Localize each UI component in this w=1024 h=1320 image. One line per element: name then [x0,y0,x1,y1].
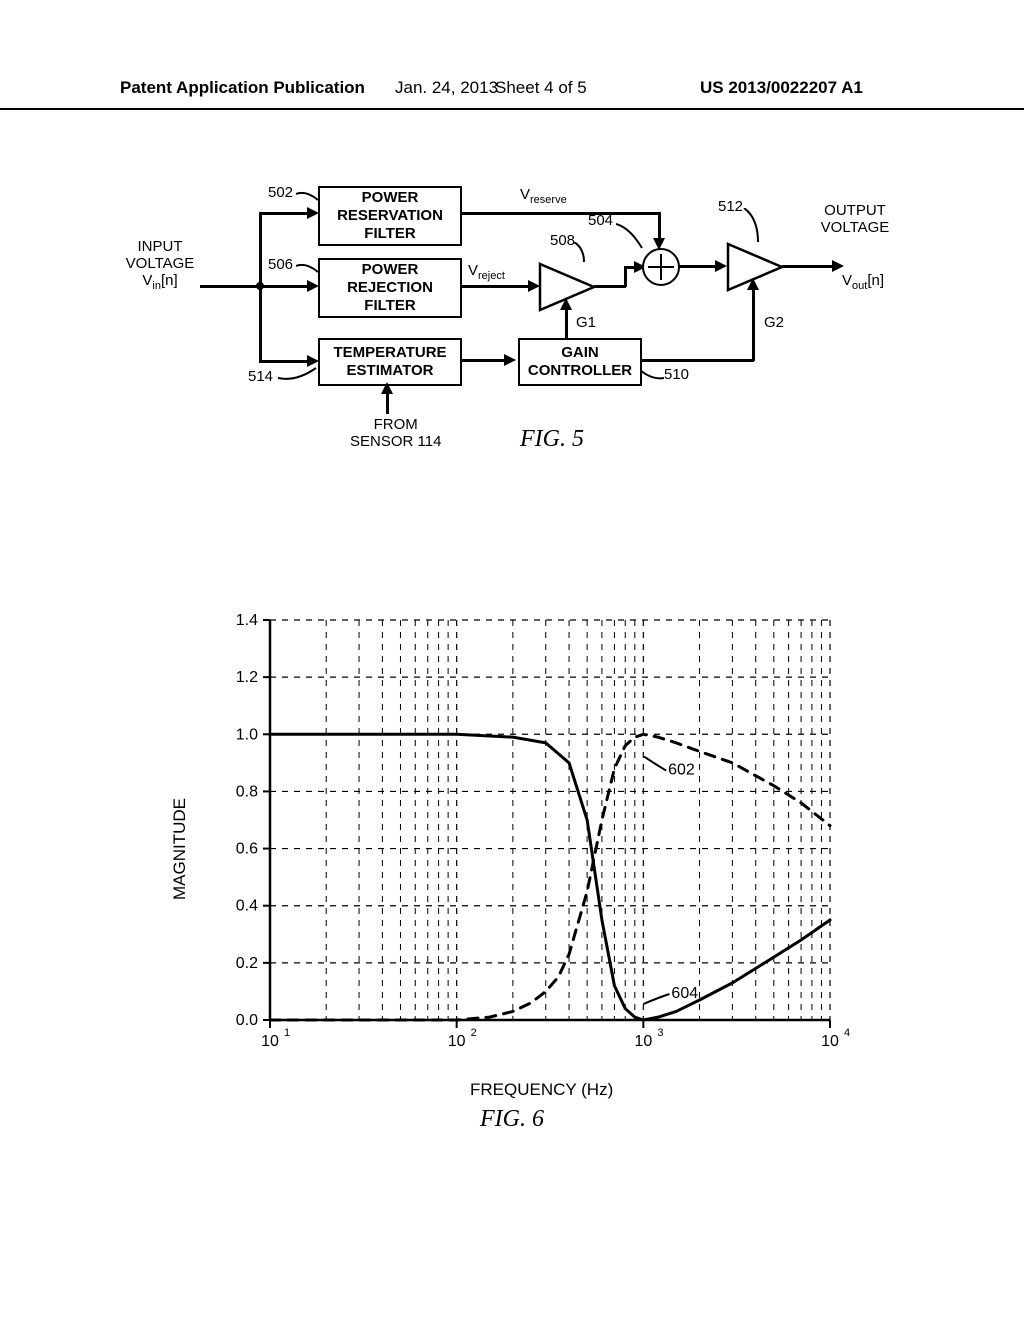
wire [460,359,506,362]
output-label-1: OUTPUT [824,202,886,219]
svg-text:3: 3 [657,1027,663,1039]
svg-text:10: 10 [448,1033,466,1050]
leader-line [278,366,318,382]
leader-line [572,242,592,264]
svg-text:1.2: 1.2 [236,669,258,686]
wire [565,308,568,338]
leader-line [296,262,320,276]
fig5-caption: FIG. 5 [520,426,584,453]
wire [259,360,309,363]
wire [460,212,660,215]
page-header: Patent Application Publication Jan. 24, … [0,78,1024,110]
xlabel: FREQUENCY (Hz) [470,1080,613,1100]
wire [752,288,755,361]
box-gain-controller: GAIN CONTROLLER [518,338,642,386]
svg-text:1.0: 1.0 [236,726,258,743]
g2-label: G2 [764,314,784,331]
vin-symbol: Vin[n] [142,272,177,289]
ref-506: 506 [268,256,293,273]
svg-text:10: 10 [634,1033,652,1050]
svg-text:1.4: 1.4 [236,612,258,629]
svg-text:0.8: 0.8 [236,783,258,800]
ref-504: 504 [588,212,613,229]
vout-symbol: Vout[n] [842,272,884,292]
wire [782,265,834,268]
box-power-reservation: POWER RESERVATION FILTER [318,186,462,246]
header-left: Patent Application Publication [120,78,365,98]
leader-line [742,208,766,244]
svg-text:604: 604 [671,985,698,1002]
vreject-label: Vreject [468,262,505,282]
wire [640,359,754,362]
input-label-1: INPUT [138,238,183,255]
chart-svg: 0.0 0.2 0.4 0.6 0.8 1.0 1.2 1.4 10 1 10 2 10 3 10 4 602 6… [200,600,850,1080]
svg-text:10: 10 [261,1033,279,1050]
wire [624,268,627,287]
wire [679,265,717,268]
summing-junction [642,248,680,286]
box-temperature-estimator: TEMPERATURE ESTIMATOR [318,338,462,386]
leader-line [640,368,666,382]
svg-text:0.6: 0.6 [236,841,258,858]
box-power-rejection: POWER REJECTION FILTER [318,258,462,318]
wire [259,285,309,288]
input-label: INPUT VOLTAGE Vin[n] [120,238,200,292]
svg-text:2: 2 [471,1027,477,1039]
wire [460,285,530,288]
output-label: OUTPUT VOLTAGE [810,202,900,236]
header-docno: US 2013/0022207 A1 [700,78,863,98]
header-sheet: Sheet 4 of 5 [495,78,587,98]
arrowhead-icon [747,278,759,290]
ylabel: MAGNITUDE [170,798,190,900]
fig6-chart: MAGNITUDE 0.00.20.40.60.81.01.21.4101102… [200,600,850,1140]
arrowhead-icon [504,354,516,366]
svg-text:4: 4 [844,1027,850,1039]
g1-label: G1 [576,314,596,331]
input-label-2: VOLTAGE [126,255,195,272]
wire [594,285,626,288]
wire [200,285,260,288]
arrowhead-icon [381,382,393,394]
vreserve-label: Vreserve [520,186,567,206]
ref-502: 502 [268,184,293,201]
svg-text:0.2: 0.2 [236,955,258,972]
svg-text:10: 10 [821,1033,839,1050]
leader-line [296,190,320,204]
ref-512: 512 [718,198,743,215]
page: Patent Application Publication Jan. 24, … [0,0,1024,1320]
ref-510: 510 [664,366,689,383]
ref-514: 514 [248,368,273,385]
svg-text:1: 1 [284,1027,290,1039]
fig5-diagram: INPUT VOLTAGE Vin[n] POWER RESERVATION F… [120,170,900,480]
fig6-caption: FIG. 6 [480,1106,544,1133]
svg-text:602: 602 [668,762,695,779]
arrowhead-icon [560,298,572,310]
from-sensor-label: FROM SENSOR 114 [350,416,441,450]
svg-text:0.4: 0.4 [236,898,258,915]
leader-line [616,222,646,250]
arrowhead-icon [832,260,844,272]
svg-text:0.0: 0.0 [236,1012,258,1029]
wire [259,212,309,215]
header-date: Jan. 24, 2013 [395,78,498,98]
output-label-2: VOLTAGE [821,219,890,236]
